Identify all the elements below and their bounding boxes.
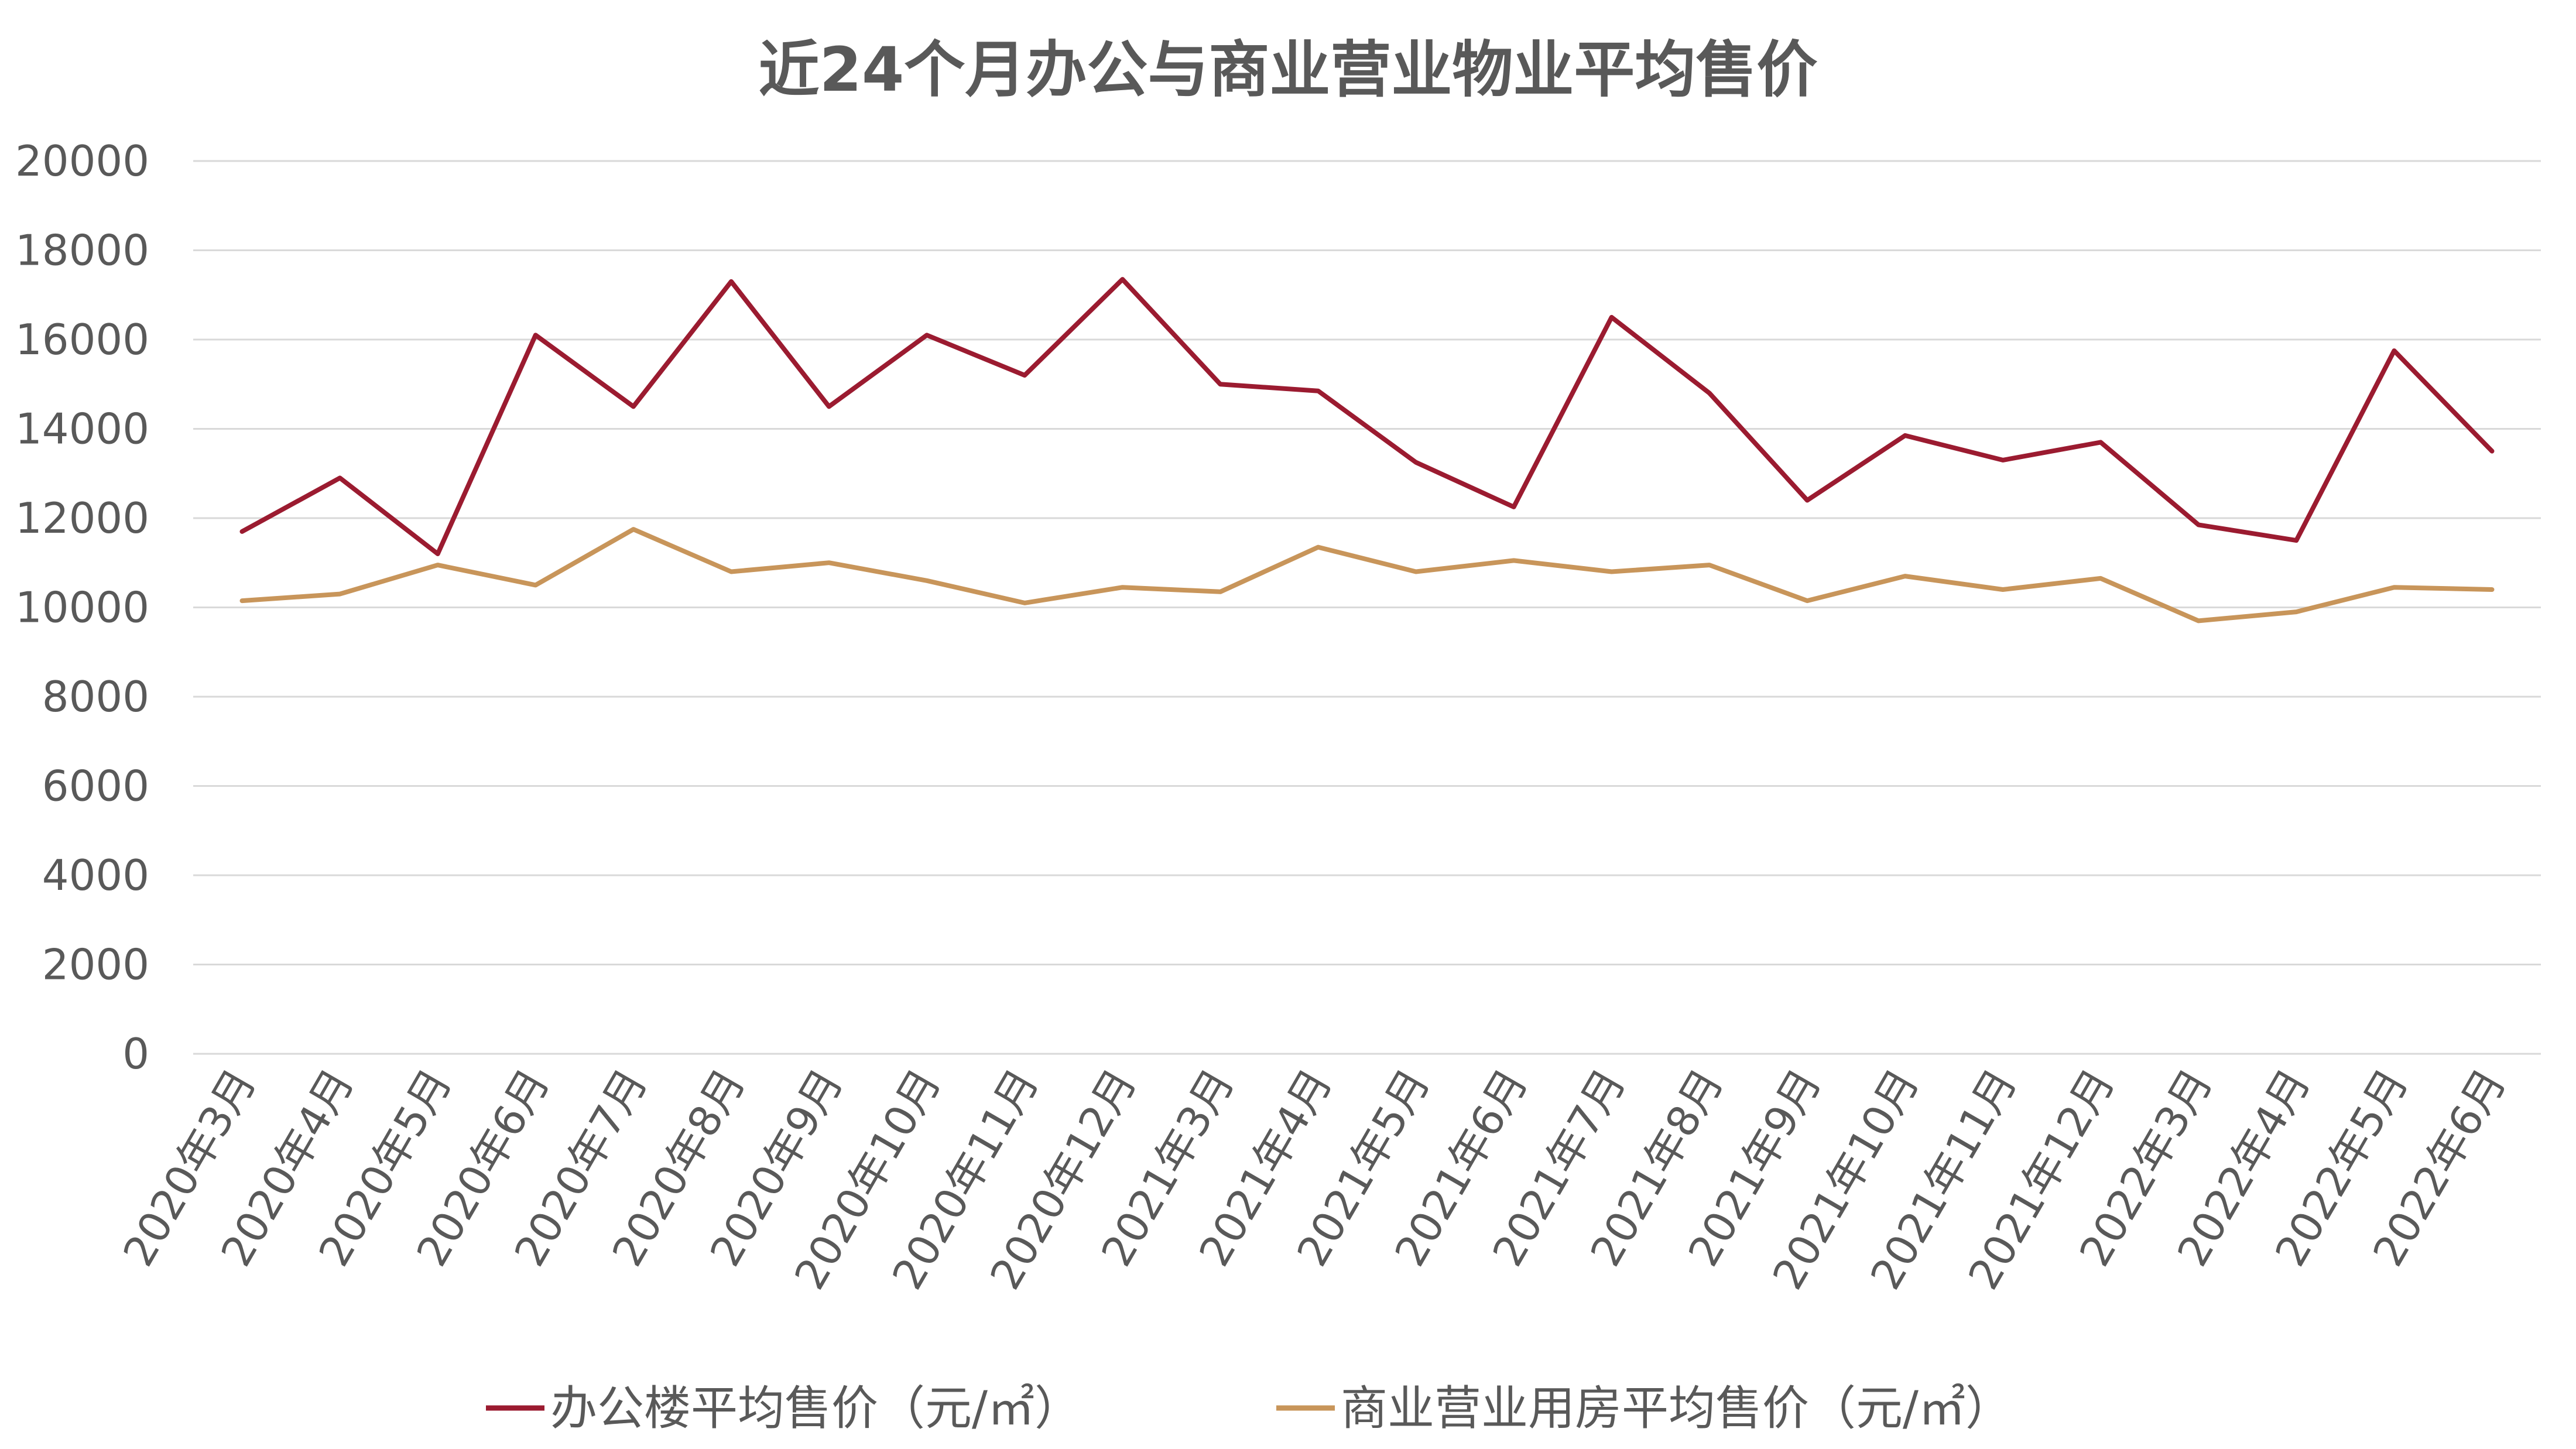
series-line-0 — [239, 277, 2495, 556]
y-tick-label: 10000 — [15, 583, 149, 632]
series-lines — [239, 277, 2495, 624]
legend: 办公楼平均售价（元/㎡） 商业营业用房平均售价（元/㎡） — [486, 1381, 2012, 1436]
gridlines — [193, 160, 2541, 1055]
y-tick-label: 8000 — [42, 672, 149, 721]
y-tick-label: 20000 — [15, 136, 149, 186]
y-tick-label: 16000 — [15, 315, 149, 364]
chart-title: 近24个月办公与商业营业物业平均售价 — [759, 34, 1818, 105]
y-tick-label: 14000 — [15, 405, 149, 454]
y-tick-label: 0 — [122, 1029, 149, 1078]
legend-label: 商业营业用房平均售价（元/㎡） — [1341, 1381, 2012, 1436]
y-tick-label: 12000 — [15, 494, 149, 543]
y-tick-label: 2000 — [42, 940, 149, 989]
y-tick-label: 6000 — [42, 762, 149, 811]
y-tick-label: 4000 — [42, 851, 149, 900]
x-axis-ticks: 2020年3月2020年4月2020年5月2020年6月2020年7月2020年… — [114, 1060, 2515, 1297]
y-tick-label: 18000 — [15, 226, 149, 275]
legend-label: 办公楼平均售价（元/㎡） — [550, 1381, 1081, 1436]
y-axis-ticks: 0 2000 4000 6000 8000 10000 12000 14000 16000 180… — [15, 136, 149, 1078]
series-line-1 — [239, 527, 2495, 624]
